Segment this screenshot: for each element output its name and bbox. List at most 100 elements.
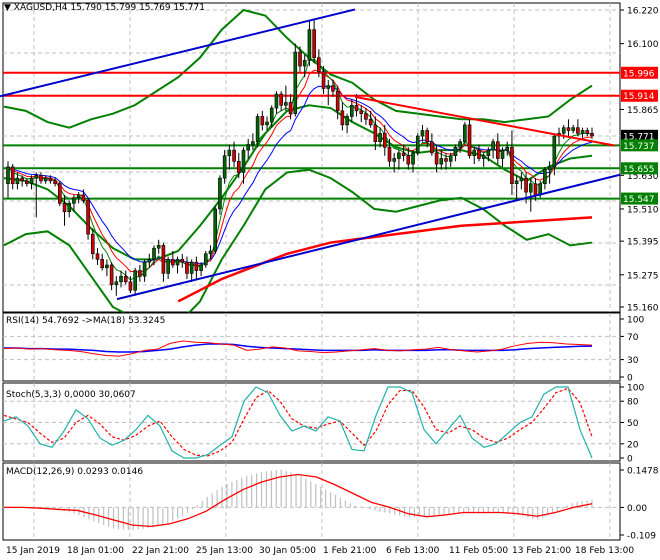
candle bbox=[345, 113, 349, 134]
candle-body bbox=[95, 253, 100, 260]
candle-body bbox=[368, 118, 373, 126]
candle bbox=[298, 46, 302, 72]
candle bbox=[10, 164, 15, 190]
candle-body bbox=[142, 261, 147, 277]
y-axis-label: 0 bbox=[627, 374, 633, 384]
price-panel[interactable]: 16.220 16.100 15.865 15.630 15.510 15.395 15.2… bbox=[0, 2, 659, 325]
candle bbox=[284, 85, 288, 111]
candle bbox=[15, 172, 20, 190]
candle-body bbox=[359, 110, 364, 114]
trend-line-lower-channel[interactable] bbox=[116, 173, 621, 301]
candle-body bbox=[279, 93, 283, 106]
candle-body bbox=[350, 104, 354, 117]
price-tag-value: 15.655 bbox=[623, 165, 655, 175]
candle bbox=[100, 253, 104, 271]
y-axis-label: 16.100 bbox=[627, 40, 659, 50]
candle bbox=[67, 200, 72, 218]
candle bbox=[109, 262, 114, 291]
x-axis-label: 6 Feb 13:00 bbox=[386, 546, 440, 556]
price-tag-bg bbox=[621, 89, 658, 102]
candle bbox=[458, 138, 462, 153]
candle bbox=[307, 21, 312, 67]
price-tag-bg bbox=[621, 192, 658, 205]
candle-body bbox=[420, 130, 425, 137]
x-axis-label: 22 Jan 21:00 bbox=[132, 546, 189, 556]
candle bbox=[90, 228, 95, 260]
candle bbox=[364, 108, 368, 125]
candle bbox=[6, 161, 10, 198]
candle-body bbox=[86, 200, 90, 235]
candle-body bbox=[180, 259, 185, 263]
y-axis-label: 100 bbox=[627, 316, 644, 326]
candle bbox=[321, 66, 326, 95]
bollinger-lower bbox=[3, 168, 593, 325]
collapse-triangle-icon[interactable]: ▼ bbox=[4, 3, 11, 13]
candle-body bbox=[274, 93, 279, 109]
candle-body bbox=[48, 177, 53, 182]
candle bbox=[114, 276, 119, 296]
trend-line-upper-channel[interactable] bbox=[0, 8, 356, 98]
candle-body bbox=[373, 124, 378, 142]
candle-body bbox=[312, 29, 316, 58]
candle-body bbox=[392, 158, 396, 162]
candle bbox=[510, 130, 514, 195]
macd-panel[interactable]: 0.1478 0.00 -0.109 bbox=[2, 462, 659, 542]
candle bbox=[519, 172, 524, 190]
candle bbox=[463, 122, 467, 145]
y-axis-label: 15.630 bbox=[627, 172, 659, 182]
candle-body bbox=[114, 281, 119, 285]
x-axis-label: 13 Feb 21:00 bbox=[512, 546, 571, 556]
candle-body bbox=[397, 152, 401, 159]
candle-body bbox=[6, 166, 10, 185]
candle bbox=[331, 80, 335, 97]
candle bbox=[312, 18, 316, 64]
candle-body bbox=[576, 127, 580, 134]
candle bbox=[208, 245, 213, 260]
candle bbox=[76, 192, 81, 204]
trend-line-descending-resistance[interactable] bbox=[354, 95, 616, 147]
x-axis-label: 18 Feb 13:00 bbox=[575, 546, 634, 556]
candle bbox=[317, 49, 321, 78]
candle-body bbox=[246, 144, 250, 151]
rsi-panel[interactable]: 100 70 30 0 bbox=[2, 312, 644, 384]
candle bbox=[175, 256, 180, 274]
candle bbox=[368, 110, 373, 128]
candle-body bbox=[53, 180, 57, 185]
candle bbox=[218, 175, 222, 215]
stoch-signal-line bbox=[3, 387, 593, 457]
stoch-main-line bbox=[3, 386, 593, 459]
candle bbox=[571, 124, 575, 134]
candle-body bbox=[590, 132, 594, 137]
candle-body bbox=[119, 275, 123, 283]
candle bbox=[246, 138, 250, 159]
candle-body bbox=[189, 261, 194, 274]
candle bbox=[340, 102, 345, 131]
candle-body bbox=[401, 152, 406, 156]
candle bbox=[514, 175, 519, 201]
y-axis-label: 16.220 bbox=[627, 7, 659, 17]
candle-body bbox=[561, 127, 566, 134]
candle bbox=[453, 144, 458, 162]
candle bbox=[580, 127, 585, 139]
candle bbox=[472, 147, 477, 165]
candle bbox=[491, 138, 495, 159]
candle-body bbox=[317, 57, 321, 72]
candle-body bbox=[15, 177, 20, 185]
stochastic-panel[interactable]: 100 80 50 20 0 bbox=[2, 382, 644, 465]
candle bbox=[166, 256, 170, 279]
price-tag-resistance: 15.996 bbox=[621, 66, 658, 79]
candle-body bbox=[232, 149, 236, 162]
candle bbox=[236, 152, 241, 179]
candle bbox=[279, 91, 283, 111]
candle bbox=[496, 133, 500, 165]
candle bbox=[528, 178, 533, 212]
candle bbox=[152, 245, 156, 265]
y-axis-label: 15.395 bbox=[627, 238, 659, 248]
candle bbox=[86, 197, 90, 240]
candle-body bbox=[204, 253, 208, 266]
candle-body bbox=[227, 149, 232, 156]
candle-body bbox=[481, 155, 486, 159]
panel-frame bbox=[2, 2, 621, 313]
x-axis-label: 25 Jan 13:00 bbox=[196, 546, 253, 556]
